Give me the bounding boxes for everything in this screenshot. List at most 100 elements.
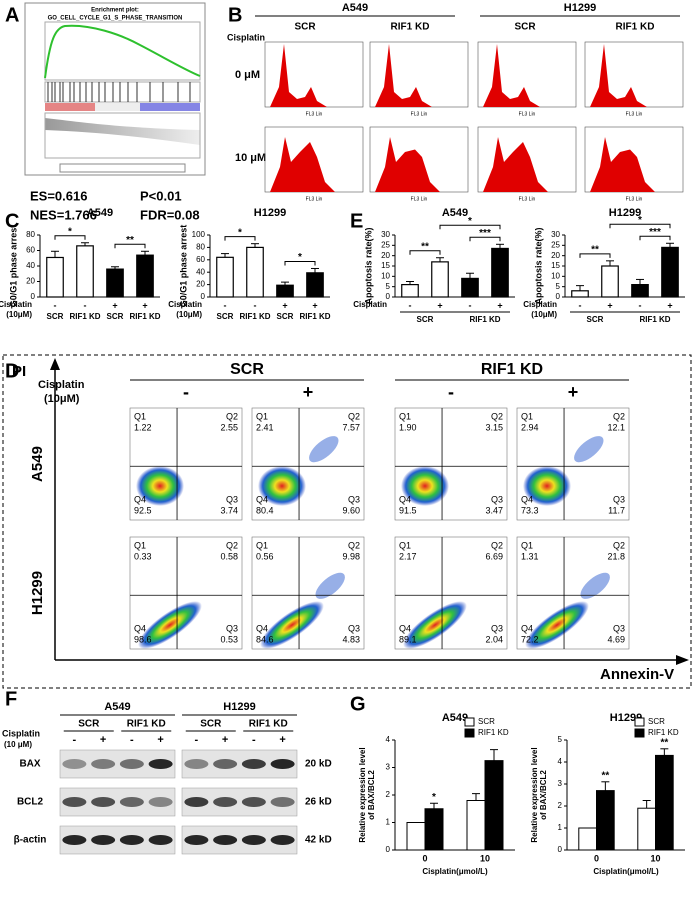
band — [91, 797, 116, 807]
band — [148, 759, 173, 769]
significance-bracket — [609, 223, 671, 229]
cell-cloud — [525, 601, 589, 649]
treatment-label: Cisplatin — [168, 300, 202, 309]
quadrant-name: Q1 — [256, 411, 268, 421]
bar — [578, 827, 597, 851]
significance-bracket — [284, 260, 316, 266]
group-label: RIF1 KD — [249, 719, 288, 730]
quadrant-value: 73.3 — [521, 505, 539, 515]
y-tick-label: 4 — [558, 757, 563, 766]
annexin-arrow — [676, 655, 689, 665]
treatment-sign: - — [54, 300, 57, 310]
quadrant-name: Q1 — [134, 411, 146, 421]
size-label: 20 kD — [305, 759, 332, 770]
bar — [655, 754, 674, 851]
bar — [596, 790, 615, 851]
legend-swatch — [634, 717, 645, 727]
significance: * — [68, 226, 72, 237]
quadrant-value: 4.69 — [607, 634, 625, 644]
significance: ** — [421, 241, 429, 252]
significance-bracket — [469, 236, 501, 242]
legend-swatch — [634, 728, 645, 738]
panel-label: C — [5, 210, 19, 232]
y-tick-label: 10 — [381, 271, 390, 280]
y-tick-label: 0 — [556, 292, 561, 301]
quadrant-name: Q4 — [521, 623, 533, 633]
y-axis-label: Apoptosis rate(%) — [363, 227, 373, 304]
quadrant-name: Q1 — [399, 411, 411, 421]
quadrant-value: 80.4 — [256, 505, 274, 515]
quadrant-name: Q1 — [521, 411, 533, 421]
y-tick-label: 0 — [201, 292, 206, 301]
x-tick-label: 10 — [480, 853, 490, 863]
y-tick-label: 100 — [192, 230, 206, 239]
treatment-sign: + — [568, 382, 579, 402]
bar — [216, 256, 234, 298]
legend-label: RIF1 KD — [478, 728, 509, 737]
x-axis-label: Annexin-V — [600, 666, 674, 683]
band — [148, 835, 173, 845]
cell-line: H1299 — [223, 701, 255, 713]
quadrant-name: Q2 — [613, 411, 625, 421]
group-label: SCR — [294, 22, 316, 33]
bar — [631, 284, 649, 298]
band — [241, 797, 266, 807]
gsea-stat: P<0.01 — [140, 188, 182, 203]
flow-plot — [394, 407, 508, 521]
panel-label: D — [5, 360, 19, 382]
histogram — [483, 137, 548, 192]
band — [184, 797, 209, 807]
cell-cloud — [315, 572, 345, 599]
gsea-stat: FDR=0.08 — [140, 207, 200, 222]
y-tick-label: 5 — [556, 282, 561, 291]
band — [270, 835, 295, 845]
x-tick-label: - — [639, 300, 642, 310]
histogram-x-label: FL3 Lin — [626, 111, 643, 117]
band — [213, 759, 238, 769]
x-tick-label: + — [667, 300, 672, 310]
bar — [106, 268, 124, 298]
band — [62, 759, 87, 769]
treatment-sign: - — [254, 300, 257, 310]
bar — [401, 284, 419, 298]
y-axis-label: of BAX/BCL2 — [539, 770, 548, 820]
y-tick-label: 40 — [196, 267, 205, 276]
significance: * — [238, 227, 242, 238]
cell-line: H1299 — [564, 2, 596, 14]
quadrant-name: Q2 — [491, 540, 503, 550]
gsea-stat: ES=0.616 — [30, 188, 87, 203]
histogram-x-label: FL3 Lin — [519, 111, 536, 117]
x-tick-label: 0 — [594, 853, 599, 863]
quadrant-value: 6.69 — [485, 551, 503, 561]
quadrant-name: Q2 — [348, 540, 360, 550]
es-box — [44, 21, 201, 81]
x-tick-label: - — [579, 300, 582, 310]
significance: *** — [649, 227, 661, 238]
band — [241, 835, 266, 845]
y-tick-label: 20 — [551, 251, 560, 260]
y-axis-label: of BAX/BCL2 — [367, 770, 376, 820]
y-tick-label: 1 — [386, 818, 391, 827]
x-tick-label: 0 — [422, 853, 427, 863]
gsea-legend — [59, 163, 186, 173]
cell-line: H1299 — [29, 571, 46, 615]
significance: ** — [660, 737, 668, 748]
group-label: RIF1 KD — [639, 315, 670, 324]
y-tick-label: 5 — [386, 282, 391, 291]
cell-line: A549 — [342, 2, 368, 14]
quadrant-value: 89.1 — [399, 634, 417, 644]
bar — [76, 245, 94, 298]
treatment-sign: - — [195, 734, 199, 746]
significance-bracket — [224, 236, 256, 241]
treatment-label: (10 μM) — [4, 740, 32, 749]
quadrant-value: 2.94 — [521, 422, 539, 432]
treatment-sign: + — [279, 734, 285, 746]
treatment-sign: + — [142, 300, 147, 310]
cell-cloud — [136, 466, 184, 506]
treatment-label: (10μM) — [176, 310, 202, 319]
significance: * — [298, 252, 302, 263]
histogram-x-label: FL3 Lin — [411, 111, 428, 117]
quadrant-name: Q2 — [226, 540, 238, 550]
cell-cloud — [574, 436, 604, 463]
x-tick-label: SCR — [217, 312, 234, 321]
